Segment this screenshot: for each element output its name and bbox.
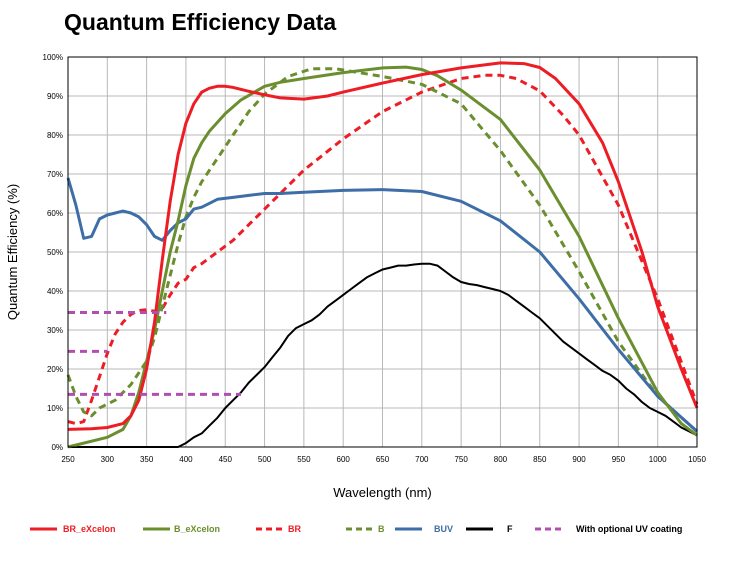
x-tick-label: 950 [612, 455, 626, 464]
chart-title: Quantum Efficiency Data [64, 9, 337, 35]
legend-label-f: F [507, 524, 513, 534]
y-tick-label: 100% [43, 53, 63, 62]
y-axis-label: Quantum Efficiency (%) [5, 184, 20, 320]
x-axis-label: Wavelength (nm) [333, 485, 432, 500]
plot-frame [67, 56, 698, 448]
series-line-buv [66, 177, 698, 433]
series-line-b [66, 67, 698, 433]
x-tick-label: 400 [179, 455, 193, 464]
legend-label-buv: BUV [434, 524, 453, 534]
y-tick-label: 0% [51, 443, 63, 452]
legend-label-b-excelon: B_eXcelon [174, 524, 220, 534]
x-tick-label: 550 [297, 455, 311, 464]
y-tick-label: 70% [47, 170, 63, 179]
y-tick-label: 90% [47, 92, 63, 101]
x-tick-label: 850 [533, 455, 547, 464]
x-tick-label: 800 [494, 455, 508, 464]
legend-label-br: BR [288, 524, 301, 534]
x-tick-label: 250 [61, 455, 75, 464]
y-tick-label: 20% [47, 365, 63, 374]
x-tick-label: 500 [258, 455, 272, 464]
series-line-f [68, 262, 698, 448]
y-tick-label: 40% [47, 287, 63, 296]
x-tick-label: 1050 [688, 455, 706, 464]
x-tick-label: 650 [376, 455, 390, 464]
x-tick-label: 300 [101, 455, 115, 464]
y-tick-label: 60% [47, 209, 63, 218]
x-tick-labels: 250 300 350 400 450 500 550 600 650 700 750 800 850 9… [61, 455, 706, 464]
y-tick-label: 80% [47, 131, 63, 140]
y-tick-label: 30% [47, 326, 63, 335]
y-tick-labels: 0% 10% 20% 30% 40% 50% 60% 70% 80% 90% 100% [43, 53, 63, 452]
x-tick-label: 450 [219, 455, 233, 464]
series-lines [66, 61, 699, 449]
legend: BR_eXcelon B_eXcelon BR B BUV F With optional … [30, 524, 682, 534]
legend-label-br-excelon: BR_eXcelon [63, 524, 116, 534]
x-tick-label: 900 [572, 455, 586, 464]
x-tick-label: 350 [140, 455, 154, 464]
x-tick-label: 1000 [649, 455, 667, 464]
x-tick-label: 750 [454, 455, 468, 464]
x-tick-label: 700 [415, 455, 429, 464]
legend-label-with-optional-uv-coating: With optional UV coating [576, 524, 682, 534]
series-line-br-excelon [67, 61, 699, 431]
y-tick-label: 50% [47, 248, 63, 257]
legend-label-b: B [378, 524, 385, 534]
x-tick-label: 600 [337, 455, 351, 464]
y-tick-label: 10% [47, 404, 63, 413]
